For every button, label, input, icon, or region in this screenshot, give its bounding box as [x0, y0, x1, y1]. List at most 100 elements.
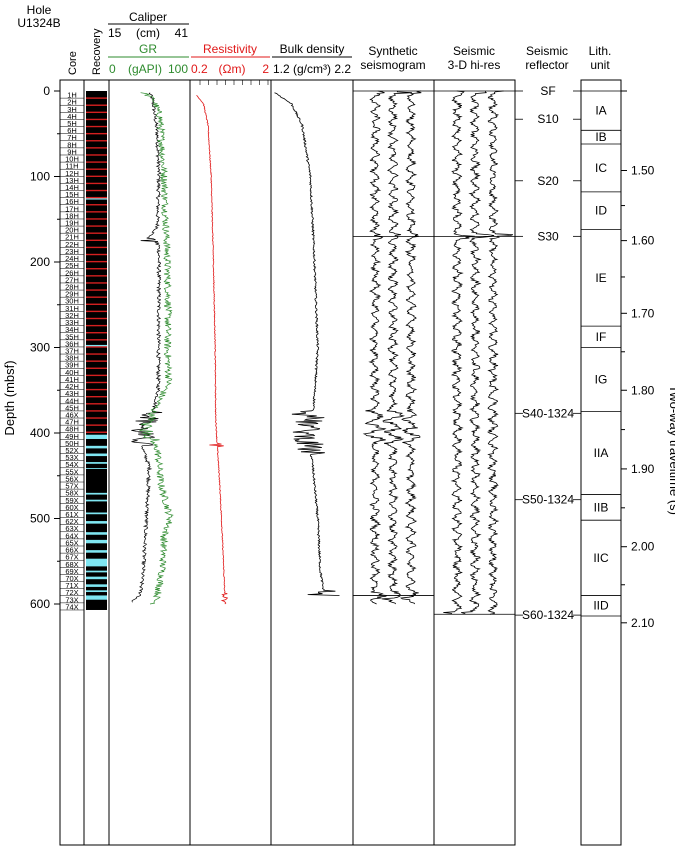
seismic-trace: [443, 90, 475, 615]
core-label: 36H: [65, 339, 79, 348]
panel-frames: [59, 79, 622, 846]
core-label: 14H: [65, 183, 79, 192]
seismic-title-2: 3-D hi-res: [448, 58, 501, 72]
core-label: 29H: [65, 290, 79, 299]
core-break-mark: [86, 260, 107, 263]
core-label: 42H: [65, 382, 79, 391]
recovery-gap: [86, 434, 107, 439]
twt-tick-label: 2.00: [631, 540, 655, 554]
core-label: 6H: [67, 126, 77, 135]
core-break-mark: [86, 346, 107, 348]
core-label: 73X: [65, 595, 78, 604]
reflector-label: S20: [537, 174, 559, 188]
core-label: 68X: [65, 560, 78, 569]
core-track: 1H2H3H4H5H6H7H8H9H10H11H12H13H14H15H16H1…: [60, 91, 84, 611]
recovery-column: [86, 91, 107, 610]
core-break-mark: [86, 339, 107, 341]
bulk-density-scale: 1.2 (g/cm³) 2.2: [273, 62, 351, 76]
depth-tick-label: 500: [30, 512, 50, 526]
core-label: 25H: [65, 261, 79, 270]
depth-tick-label: 100: [30, 170, 50, 184]
recovery-gap: [86, 344, 107, 347]
core-break-mark: [86, 182, 107, 185]
core-break-mark: [86, 360, 107, 362]
recovery-track: [86, 91, 107, 610]
resistivity-line: [196, 95, 229, 605]
depth-tick-label: 0: [43, 84, 50, 98]
core-break-mark: [86, 317, 107, 320]
caliper-min: 15: [108, 26, 122, 40]
core-label: 12H: [65, 169, 79, 178]
gr-max: 100: [168, 62, 188, 76]
depth-axis-label: Depth (mbsf): [2, 360, 17, 435]
core-break-mark: [86, 211, 107, 213]
core-label: 70X: [65, 574, 78, 583]
core-break-mark: [86, 168, 107, 170]
core-label: 61X: [65, 510, 78, 519]
resistivity-min: 0.2: [191, 62, 208, 76]
core-header: Core: [67, 51, 79, 75]
core-label: 66X: [65, 546, 78, 555]
recovery-gap: [86, 558, 107, 567]
core-break-mark: [86, 140, 107, 142]
core-label: 65X: [65, 538, 78, 547]
core-break-mark: [86, 289, 107, 291]
seismic-trace: [362, 90, 388, 605]
core-break-mark: [86, 225, 107, 227]
core-break-mark: [86, 232, 107, 234]
core-label: 72X: [65, 588, 78, 597]
core-label: 7H: [67, 133, 77, 142]
resistivity-max: 2: [262, 62, 269, 76]
core-label: 23H: [65, 247, 79, 256]
core-label: 49H: [65, 432, 79, 441]
core-label: 15H: [65, 190, 79, 199]
core-label: 57X: [65, 482, 78, 491]
lith-unit-track: IA IB IC ID IE IF IG IIA IIB IIC IID: [581, 104, 621, 617]
synthetic-title-1: Synthetic: [368, 44, 417, 58]
core-label: 53X: [65, 453, 78, 462]
core-label: 33H: [65, 318, 79, 327]
core-label: 69X: [65, 567, 78, 576]
core-label: 10H: [65, 155, 79, 164]
recovery-gap: [86, 445, 107, 449]
twt-tick-label: 1.80: [631, 383, 655, 397]
core-break-mark: [86, 147, 107, 149]
core-break-mark: [86, 118, 107, 121]
core-break-mark: [86, 253, 107, 256]
core-label: 43H: [65, 389, 79, 398]
bulk-density-track: [274, 92, 340, 596]
reflector-title-2: reflector: [525, 58, 568, 72]
lith-unit-label: IA: [595, 104, 606, 118]
recovery-gap: [86, 570, 107, 573]
core-label: 38H: [65, 354, 79, 363]
core-break-mark: [86, 239, 107, 241]
core-break-mark: [86, 111, 107, 114]
core-break-mark: [86, 282, 107, 284]
core-label: 62X: [65, 517, 78, 526]
lith-unit-label: IG: [595, 373, 608, 387]
caliper-unit: (cm): [136, 26, 160, 40]
gr-unit: (gAPI): [128, 62, 162, 76]
reflector-title-1: Seismic: [526, 44, 568, 58]
core-label: 17H: [65, 204, 79, 213]
core-label: 1H: [67, 91, 77, 100]
seismic-trace: [487, 90, 514, 615]
resistivity-title: Resistivity: [203, 42, 257, 56]
lith-unit-label: IIA: [594, 446, 609, 460]
core-label: 52X: [65, 446, 78, 455]
core-label: 46X: [65, 410, 78, 419]
reflector-label: S30: [537, 229, 559, 243]
core-label: 8H: [67, 140, 77, 149]
resistivity-unit: (Ωm): [219, 62, 246, 76]
seismic-title-1: Seismic: [453, 44, 495, 58]
core-break-mark: [86, 175, 107, 178]
twt-tick-label: 1.60: [631, 234, 655, 248]
core-label: 41H: [65, 375, 79, 384]
core-label: 30H: [65, 297, 79, 306]
seismic-trace: [400, 90, 422, 605]
recovery-header: Recovery: [91, 28, 103, 75]
recovery-gap: [86, 532, 107, 535]
core-break-mark: [86, 353, 107, 355]
lith-unit-label: IIC: [593, 551, 609, 565]
core-label: 59X: [65, 496, 78, 505]
